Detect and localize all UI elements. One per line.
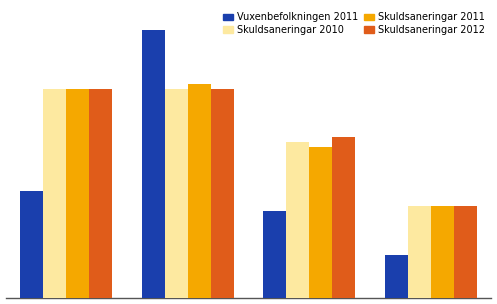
Bar [188, 84, 211, 299]
Bar [142, 30, 165, 299]
Bar [89, 88, 112, 299]
Bar [408, 206, 431, 299]
Legend: Vuxenbefolkningen 2011, Skuldsaneringar 2010, Skuldsaneringar 2011, Skuldsanerin: Vuxenbefolkningen 2011, Skuldsaneringar … [221, 10, 487, 37]
Bar [20, 191, 43, 299]
Bar [431, 206, 454, 299]
Bar [211, 88, 234, 299]
Bar [286, 142, 309, 299]
Bar [66, 88, 89, 299]
Bar [263, 211, 286, 299]
Bar [332, 137, 355, 299]
Bar [43, 88, 66, 299]
Bar [309, 147, 332, 299]
Bar [165, 88, 188, 299]
Bar [385, 254, 408, 299]
Bar [454, 206, 477, 299]
